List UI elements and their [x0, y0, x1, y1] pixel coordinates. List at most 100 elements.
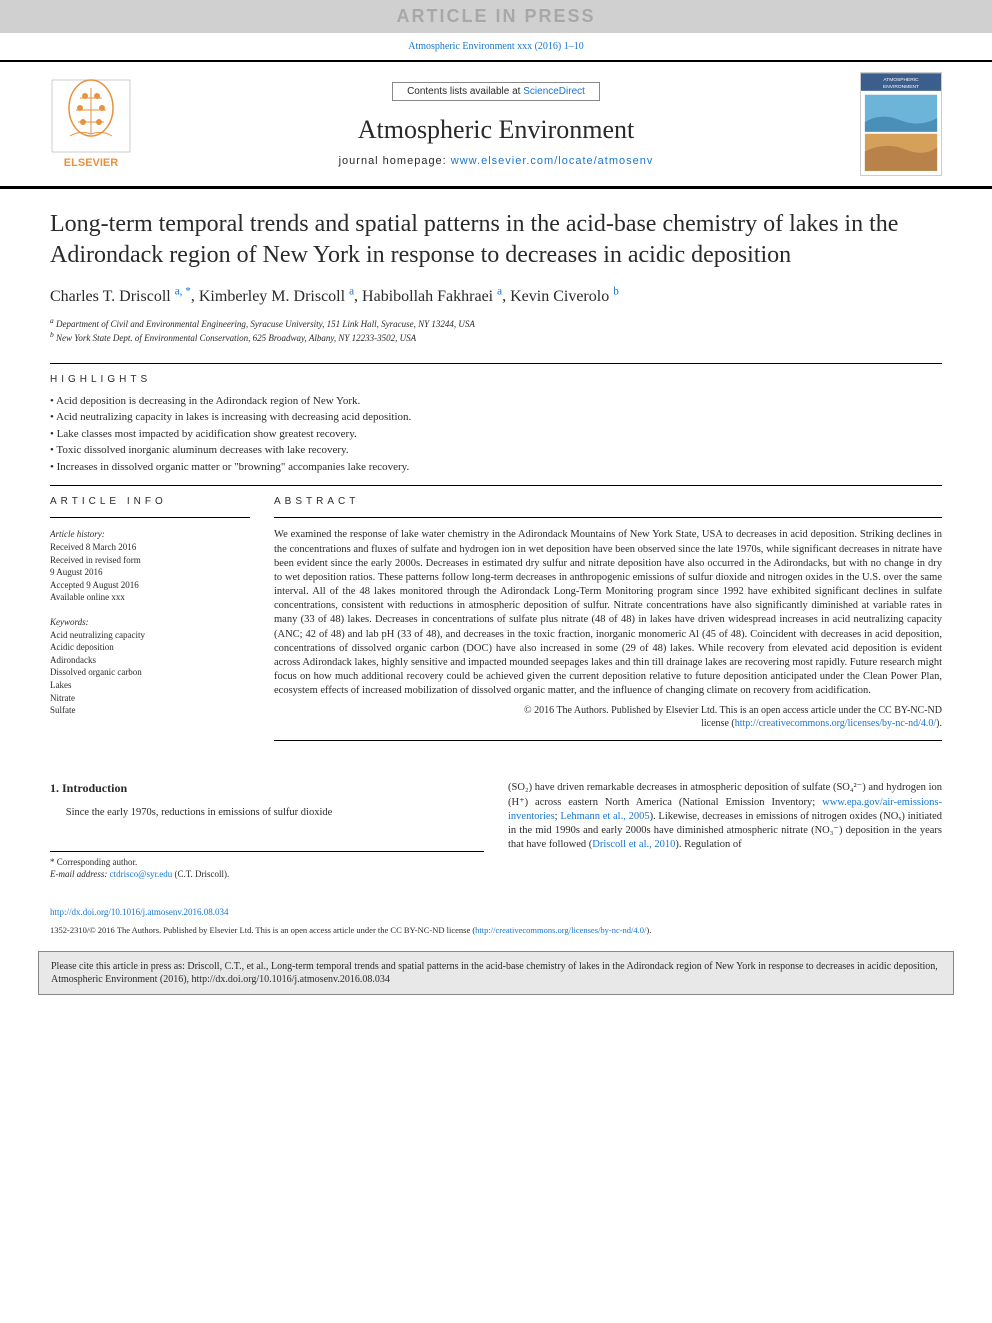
highlight-item: Increases in dissolved organic matter or… — [50, 459, 942, 476]
author-aff: b — [613, 285, 619, 297]
keyword: Acid neutralizing capacity — [50, 629, 250, 642]
copyright-block: © 2016 The Authors. Published by Elsevie… — [274, 704, 942, 730]
keyword: Adirondacks — [50, 654, 250, 667]
keywords-label: Keywords: — [50, 616, 250, 629]
email-suffix: (C.T. Driscoll). — [172, 869, 229, 879]
divider — [50, 363, 942, 364]
author-name: Kimberley M. Driscoll — [199, 288, 345, 305]
elsevier-logo: ELSEVIER — [50, 78, 132, 170]
journal-title: Atmospheric Environment — [132, 115, 860, 145]
history-line: Accepted 9 August 2016 — [50, 579, 250, 592]
license-link[interactable]: http://creativecommons.org/licenses/by-n… — [735, 718, 936, 729]
divider — [50, 485, 942, 486]
intro-left-col: 1. Introduction Since the early 1970s, r… — [50, 781, 484, 880]
cp-prefix: license ( — [701, 718, 735, 729]
divider — [274, 740, 942, 741]
journal-header: ELSEVIER Contents lists available at Sci… — [0, 60, 992, 189]
fl-suffix: ). — [646, 925, 651, 935]
article-title: Long-term temporal trends and spatial pa… — [50, 209, 942, 271]
top-ref-text: Atmospheric Environment xxx (2016) 1–10 — [408, 41, 584, 52]
author-0: Charles T. Driscoll a, * — [50, 288, 191, 305]
history-label: Article history: — [50, 528, 250, 541]
svg-text:ENVIRONMENT: ENVIRONMENT — [883, 84, 919, 90]
copyright-line2: license (http://creativecommons.org/lice… — [274, 717, 942, 730]
svg-text:ELSEVIER: ELSEVIER — [64, 157, 118, 169]
highlight-item: Acid deposition is decreasing in the Adi… — [50, 393, 942, 410]
keywords-block: Keywords: Acid neutralizing capacity Aci… — [50, 616, 250, 717]
article-in-press-banner: ARTICLE IN PRESS — [0, 0, 992, 33]
divider — [274, 517, 942, 518]
intro-text-run: ). Regulation of — [675, 839, 741, 850]
info-abstract-row: ARTICLE INFO Article history: Received 8… — [50, 496, 942, 751]
abstract-label: ABSTRACT — [274, 496, 942, 507]
highlights-list: Acid deposition is decreasing in the Adi… — [50, 393, 942, 476]
ref-driscoll[interactable]: Driscoll et al., 2010 — [592, 839, 675, 850]
article-history: Article history: Received 8 March 2016 R… — [50, 528, 250, 604]
aff-text: Department of Civil and Environmental En… — [56, 319, 475, 329]
footer-license: 1352-2310/© 2016 The Authors. Published … — [0, 923, 992, 943]
author-1: Kimberley M. Driscoll a — [199, 288, 354, 305]
affiliations: a Department of Civil and Environmental … — [50, 316, 942, 345]
highlights-label: HIGHLIGHTS — [50, 374, 942, 385]
history-line: 9 August 2016 — [50, 566, 250, 579]
aff-text: New York State Dept. of Environmental Co… — [56, 333, 416, 343]
article-info-col: ARTICLE INFO Article history: Received 8… — [50, 496, 250, 751]
divider — [50, 517, 250, 518]
author-name: Habibollah Fakhraei — [362, 288, 493, 305]
homepage-prefix: journal homepage: — [339, 155, 451, 167]
affiliation-a: a Department of Civil and Environmental … — [50, 316, 942, 331]
svg-text:ATMOSPHERIC: ATMOSPHERIC — [883, 77, 919, 83]
authors-line: Charles T. Driscoll a, *, Kimberley M. D… — [50, 285, 942, 305]
doi-line: http://dx.doi.org/10.1016/j.atmosenv.201… — [0, 901, 992, 923]
aff-marker: a — [50, 316, 54, 325]
journal-cover-thumbnail: ATMOSPHERIC ENVIRONMENT — [860, 72, 942, 176]
top-citation-ref: Atmospheric Environment xxx (2016) 1–10 — [0, 33, 992, 60]
affiliation-b: b New York State Dept. of Environmental … — [50, 330, 942, 345]
ref-lehmann[interactable]: Lehmann et al., 2005 — [560, 811, 649, 822]
footer-license-link[interactable]: http://creativecommons.org/licenses/by-n… — [475, 925, 646, 935]
keyword: Acidic deposition — [50, 641, 250, 654]
keyword: Dissolved organic carbon — [50, 666, 250, 679]
highlight-item: Lake classes most impacted by acidificat… — [50, 426, 942, 443]
intro-para-right: (SO₂) have driven remarkable decreases i… — [508, 781, 942, 852]
keyword: Lakes — [50, 679, 250, 692]
author-name: Kevin Civerolo — [510, 288, 609, 305]
article-body: Long-term temporal trends and spatial pa… — [0, 189, 992, 901]
corresponding-author: * Corresponding author. E-mail address: … — [50, 851, 484, 881]
author-3: Kevin Civerolo b — [510, 288, 619, 305]
intro-heading: 1. Introduction — [50, 781, 484, 796]
journal-homepage: journal homepage: www.elsevier.com/locat… — [132, 155, 860, 167]
contents-available: Contents lists available at ScienceDirec… — [392, 82, 600, 101]
history-line: Available online xxx — [50, 591, 250, 604]
author-aff: a, * — [175, 285, 191, 297]
doi-link[interactable]: http://dx.doi.org/10.1016/j.atmosenv.201… — [50, 907, 229, 917]
author-2: Habibollah Fakhraei a — [362, 288, 502, 305]
fl-prefix: 1352-2310/© 2016 The Authors. Published … — [50, 925, 475, 935]
keyword: Nitrate — [50, 692, 250, 705]
copyright-line1: © 2016 The Authors. Published by Elsevie… — [274, 704, 942, 717]
highlight-item: Toxic dissolved inorganic aluminum decre… — [50, 442, 942, 459]
contents-prefix: Contents lists available at — [407, 86, 523, 97]
article-info-label: ARTICLE INFO — [50, 496, 250, 507]
history-line: Received in revised form — [50, 554, 250, 567]
email-label: E-mail address: — [50, 869, 110, 879]
header-center: Contents lists available at ScienceDirec… — [132, 81, 860, 167]
intro-para-left: Since the early 1970s, reductions in emi… — [50, 806, 484, 820]
keyword: Sulfate — [50, 704, 250, 717]
highlight-item: Acid neutralizing capacity in lakes is i… — [50, 409, 942, 426]
email-link[interactable]: ctdrisco@syr.edu — [110, 869, 173, 879]
author-name: Charles T. Driscoll — [50, 288, 171, 305]
sciencedirect-link[interactable]: ScienceDirect — [523, 86, 585, 97]
email-line: E-mail address: ctdrisco@syr.edu (C.T. D… — [50, 868, 484, 881]
author-aff: a — [349, 285, 354, 297]
intro-right-col: (SO₂) have driven remarkable decreases i… — [508, 781, 942, 880]
homepage-link[interactable]: www.elsevier.com/locate/atmosenv — [451, 155, 654, 167]
intro-columns: 1. Introduction Since the early 1970s, r… — [50, 781, 942, 880]
corr-label: * Corresponding author. — [50, 856, 484, 869]
history-line: Received 8 March 2016 — [50, 541, 250, 554]
author-aff: a — [497, 285, 502, 297]
abstract-text: We examined the response of lake water c… — [274, 528, 942, 698]
aff-marker: b — [50, 330, 54, 339]
citation-box: Please cite this article in press as: Dr… — [38, 951, 954, 995]
cp-suffix: ). — [936, 718, 942, 729]
